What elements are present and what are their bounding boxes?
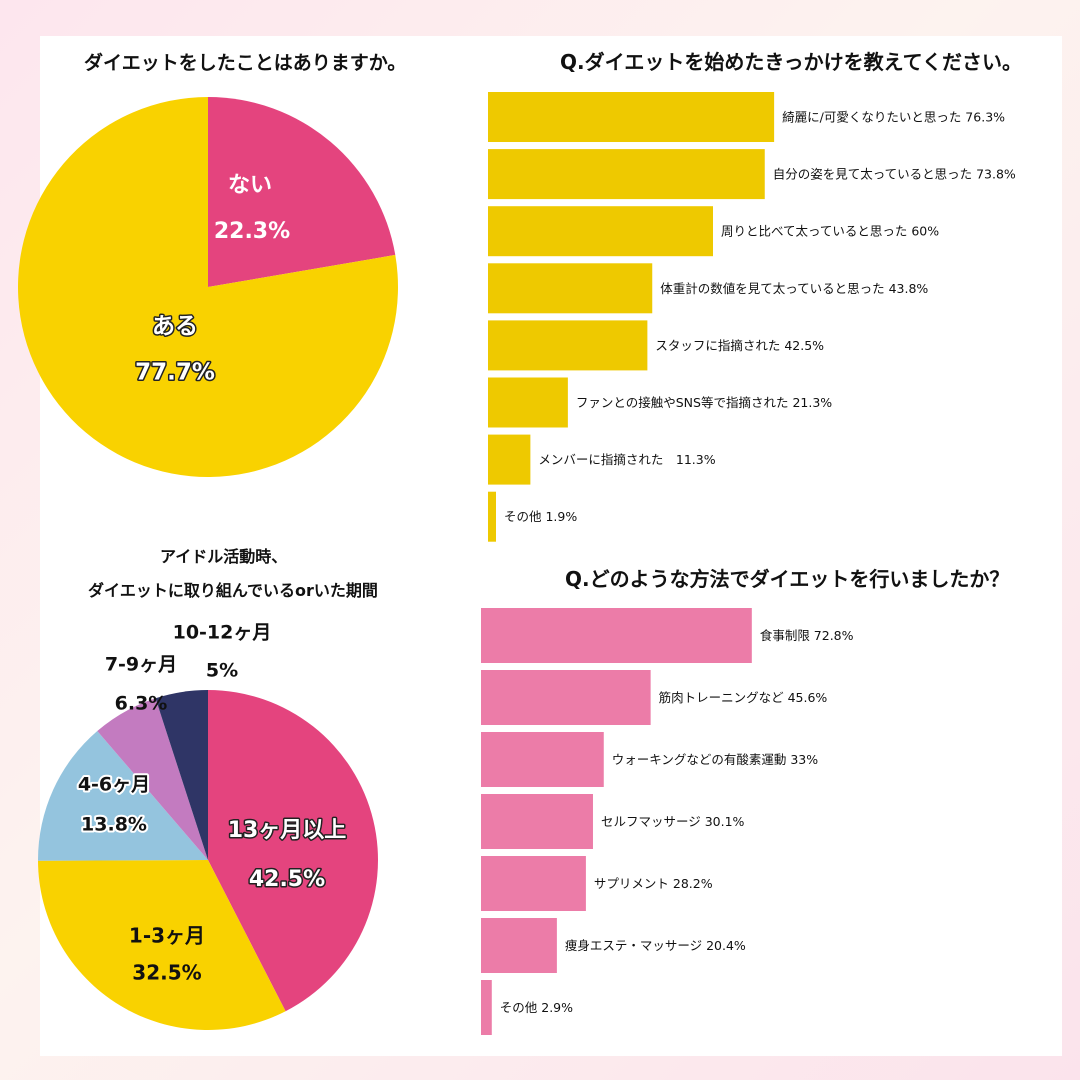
bar1-label-7: その他 1.9% [504,509,577,524]
bar1-bar-4 [488,320,648,371]
bar2-label-3: セルフマッサージ 30.1% [601,814,745,829]
pie1-value-aru: 77.7% [135,360,215,386]
bar1-bar-1 [488,149,765,200]
pie2-value-1-3: 32.5% [132,961,201,985]
bar1-bar-3 [488,263,653,314]
pie2-label-10-12: 10-12ヶ月 [173,622,272,644]
pie1-slice-0 [208,97,396,287]
pie2-slice-0 [208,690,379,1012]
bar2-bar-5 [481,918,557,973]
bar2-label-5: 痩身エステ・マッサージ 20.4% [565,938,746,953]
bar1-label-3: 体重計の数値を見て太っていると思った 43.8% [660,281,928,296]
bar2-bar-6 [481,980,492,1035]
pie2-value-10-12: 5% [206,660,238,682]
bar1-title: Q.ダイエットを始めたきっかけを教えてください。 [560,50,1022,74]
pie2-slice-3 [97,698,208,860]
pie2-title-line1: アイドル活動時、 [160,547,288,566]
pie2-slice-1 [38,860,286,1030]
pie2-label-13plus: 13ヶ月以上 [228,818,347,843]
bar2-bar-2 [481,732,604,787]
bar1-bar-0 [488,92,775,142]
bar2-bar-1 [481,670,651,725]
bar1-label-1: 自分の姿を見て太っていると思った 73.8% [773,167,1016,182]
bar1-label-0: 綺麗に/可愛くなりたいと思った 76.3% [782,110,1005,125]
pie2-slice-4 [155,690,208,860]
pie2-value-13plus: 42.5% [249,867,325,892]
bar1-label-4: スタッフに指摘された 42.5% [655,338,824,353]
pie2-label-1-3: 1-3ヶ月 [129,924,205,948]
bar2-bar-4 [481,856,586,911]
pie1-value-nai: 22.3% [214,219,290,244]
bar2-bar-0 [481,608,752,663]
bar1-bar-2 [488,206,713,257]
bar2-label-0: 食事制限 72.8% [760,628,854,643]
bar2-label-4: サプリメント 28.2% [594,876,713,891]
pie1-title: ダイエットをしたことはありますか。 [84,52,407,74]
bar2-bar-3 [481,794,593,849]
bar1-label-6: メンバーに指摘された 11.3% [538,452,715,467]
bar2-label-6: その他 2.9% [500,1000,573,1015]
pie1-label-aru: ある [152,314,198,340]
bar1-label-2: 周りと比べて太っていると思った 60% [721,224,939,239]
pie2-title-line2: ダイエットに取り組んでいるorいた期間 [88,581,378,600]
pie2-slice-2 [38,730,208,861]
bar1-bar-6 [488,434,531,485]
pie2-value-7-9: 6.3% [115,693,168,715]
pie2-label-7-9: 7-9ヶ月 [105,654,177,676]
pie1-label-nai: ない [228,173,272,198]
bar1-bar-7 [488,491,496,542]
pie2-value-4-6: 13.8% [81,814,147,836]
bar1-bar-5 [488,377,568,428]
bar2-title: Q.どのような方法でダイエットを行いましたか？ [565,567,1010,591]
pie2-label-4-6: 4-6ヶ月 [78,774,150,796]
bar2-label-2: ウォーキングなどの有酸素運動 33% [612,752,819,767]
bar2-label-1: 筋肉トレーニングなど 45.6% [659,690,828,705]
bar1-label-5: ファンとの接触やSNS等で指摘された 21.3% [576,395,832,410]
pie1-slice-1 [17,97,398,477]
